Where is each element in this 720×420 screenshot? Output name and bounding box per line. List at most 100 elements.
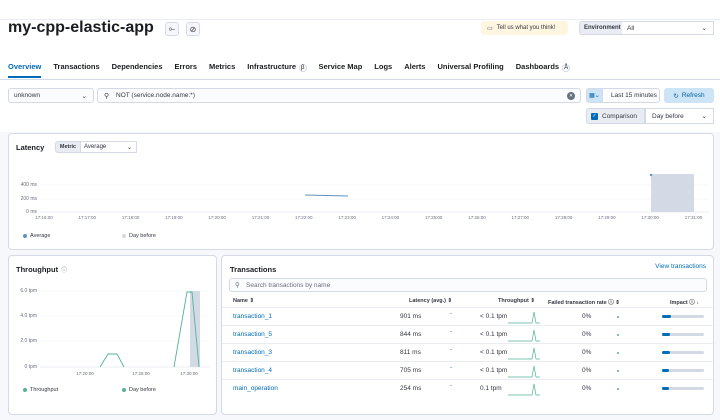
clear-icon[interactable]: ✕: [567, 91, 575, 100]
environment-label: Environment: [579, 21, 623, 35]
latency-sparkline: [449, 366, 453, 369]
throughput-ytick: 4.0 tpm: [20, 313, 37, 319]
tab-universal-profiling[interactable]: Universal Profiling: [437, 62, 503, 75]
throughput-sparkline: [508, 347, 540, 360]
tab-label: Logs: [374, 62, 393, 71]
refresh-button[interactable]: ↻ Refresh: [664, 88, 714, 103]
transaction-link[interactable]: main_operation: [233, 385, 278, 392]
settings-icon[interactable]: ⊘: [186, 22, 200, 36]
transaction-link[interactable]: transaction_3: [233, 349, 273, 356]
failed-rate-value: 0%: [582, 385, 592, 392]
table-row: transaction_4 705 ms < 0.1 tpm 0%: [222, 361, 715, 379]
tab-bar: Overview Transactions Dependencies Errors Me…: [8, 62, 582, 78]
info-icon[interactable]: ⓘ: [61, 268, 68, 274]
failed-rate-value: 0%: [582, 313, 592, 320]
latency-xtick: 17:22:00: [295, 215, 313, 220]
checkbox-icon[interactable]: ✓: [591, 112, 598, 120]
latency-xtick: 17:19:00: [165, 215, 183, 220]
tab-overview[interactable]: Overview: [8, 62, 42, 78]
comment-icon: ▭: [487, 25, 493, 32]
throughput-value: < 0.1 tpm: [480, 313, 508, 320]
latency-value: 705 ms: [400, 367, 422, 374]
transaction-link[interactable]: transaction_5: [233, 331, 273, 338]
tab-dependencies[interactable]: Dependencies: [112, 62, 163, 75]
failed-rate-sparkline: [617, 316, 619, 318]
legend-average[interactable]: Average: [23, 233, 50, 239]
impact-bar: [662, 369, 704, 372]
table-row: transaction_1 901 ms < 0.1 tpm 0%: [222, 307, 715, 325]
legend-dot: [122, 388, 126, 392]
date-picker[interactable]: ▦⌄ Last 15 minutes: [586, 88, 660, 103]
refresh-label: Refresh: [681, 92, 705, 99]
throughput-title: Throughput: [16, 265, 59, 274]
table-row: transaction_5 844 ms < 0.1 tpm 0%: [222, 325, 715, 343]
info-icon: ⓘ: [608, 300, 614, 306]
legend-label: Day before: [129, 233, 156, 239]
failed-rate-sparkline: [617, 370, 619, 372]
latency-xtick: 17:24:00: [381, 215, 400, 220]
transaction-link[interactable]: transaction_1: [233, 313, 273, 320]
col-name[interactable]: Name ⇕: [233, 298, 254, 304]
col-impact[interactable]: Impact ⓘ ↓: [670, 298, 699, 306]
throughput-value: < 0.1 tpm: [480, 367, 508, 374]
col-label: Failed transaction rate: [548, 300, 607, 306]
transactions-panel: Transactions View transactions ⚲ Search …: [221, 255, 715, 415]
calendar-icon[interactable]: ▦⌄: [587, 89, 603, 102]
tab-infrastructure[interactable]: Infrastructure β: [247, 62, 307, 75]
metric-value: Average: [84, 144, 107, 150]
comparison-value: Day before: [652, 112, 684, 120]
comparison-select[interactable]: Day before ⌄: [645, 108, 714, 124]
service-type-icon[interactable]: ⟜: [165, 22, 179, 36]
impact-bar: [662, 351, 704, 354]
latency-xtick: 17:28:00: [554, 215, 573, 220]
tab-label: Metrics: [209, 62, 236, 71]
latency-xtick: 17:29:00: [598, 215, 616, 220]
throughput-line: [99, 353, 125, 368]
transaction-search-input[interactable]: ⚲ Search transactions by name: [229, 278, 707, 292]
tab-dashboards[interactable]: Dashboards Å: [516, 62, 571, 75]
beta-badge-icon: β: [299, 64, 307, 72]
tab-logs[interactable]: Logs: [374, 62, 392, 75]
tab-service-map[interactable]: Service Map: [319, 62, 363, 75]
chevron-down-icon: ⌄: [126, 144, 132, 151]
feedback-label: Tell us what you think!: [496, 25, 556, 31]
latency-title: Latency: [16, 143, 45, 152]
latency-value: 901 ms: [400, 313, 422, 320]
legend-label: Day before: [129, 387, 156, 393]
legend-throughput[interactable]: Throughput: [23, 387, 58, 393]
col-failed-rate[interactable]: Failed transaction rate ⓘ ⇕: [548, 298, 620, 306]
failed-rate-value: 0%: [582, 331, 592, 338]
table-row: transaction_3 811 ms < 0.1 tpm 0%: [222, 343, 715, 361]
refresh-icon: ↻: [673, 92, 679, 100]
tab-metrics[interactable]: Metrics: [209, 62, 235, 75]
legend-day-before[interactable]: Day before: [122, 233, 156, 239]
technical-preview-icon: Å: [562, 64, 571, 72]
impact-fill: [662, 333, 671, 336]
search-input[interactable]: ⚲ NOT (service.node.name:*) ✕: [97, 88, 581, 103]
tab-alerts[interactable]: Alerts: [404, 62, 425, 75]
throughput-line: [173, 291, 200, 368]
tab-transactions[interactable]: Transactions: [53, 62, 99, 75]
tab-label: Overview: [8, 62, 42, 71]
transaction-link[interactable]: transaction_4: [233, 367, 273, 374]
feedback-button[interactable]: ▭ Tell us what you think!: [481, 21, 568, 35]
legend-day-before[interactable]: Day before: [122, 387, 156, 393]
tab-errors[interactable]: Errors: [175, 62, 198, 75]
col-throughput[interactable]: Throughput ⇕: [498, 298, 535, 304]
environment-select[interactable]: All ⌄: [622, 21, 714, 35]
transactions-title: Transactions: [230, 265, 277, 274]
latency-xtick: 17:30:00: [641, 215, 659, 220]
metric-select[interactable]: Average ⌄: [81, 141, 137, 153]
comparison-label: Comparison: [602, 112, 638, 120]
service-node-select[interactable]: unknown ⌄: [8, 88, 94, 103]
col-latency[interactable]: Latency (avg.) ⇕: [409, 298, 452, 304]
tab-label: Alerts: [404, 62, 426, 71]
tab-label: Transactions: [53, 62, 100, 71]
latency-xtick: 17:27:00: [511, 215, 530, 220]
comparison-toggle[interactable]: ✓ Comparison: [586, 108, 645, 124]
query-text: NOT (service.node.name:*): [116, 92, 195, 99]
latency-value: 254 ms: [400, 385, 422, 392]
view-transactions-link[interactable]: View transactions: [655, 263, 706, 270]
latency-xtick: 17:16:00: [35, 215, 53, 220]
throughput-value: < 0.1 tpm: [480, 331, 508, 338]
